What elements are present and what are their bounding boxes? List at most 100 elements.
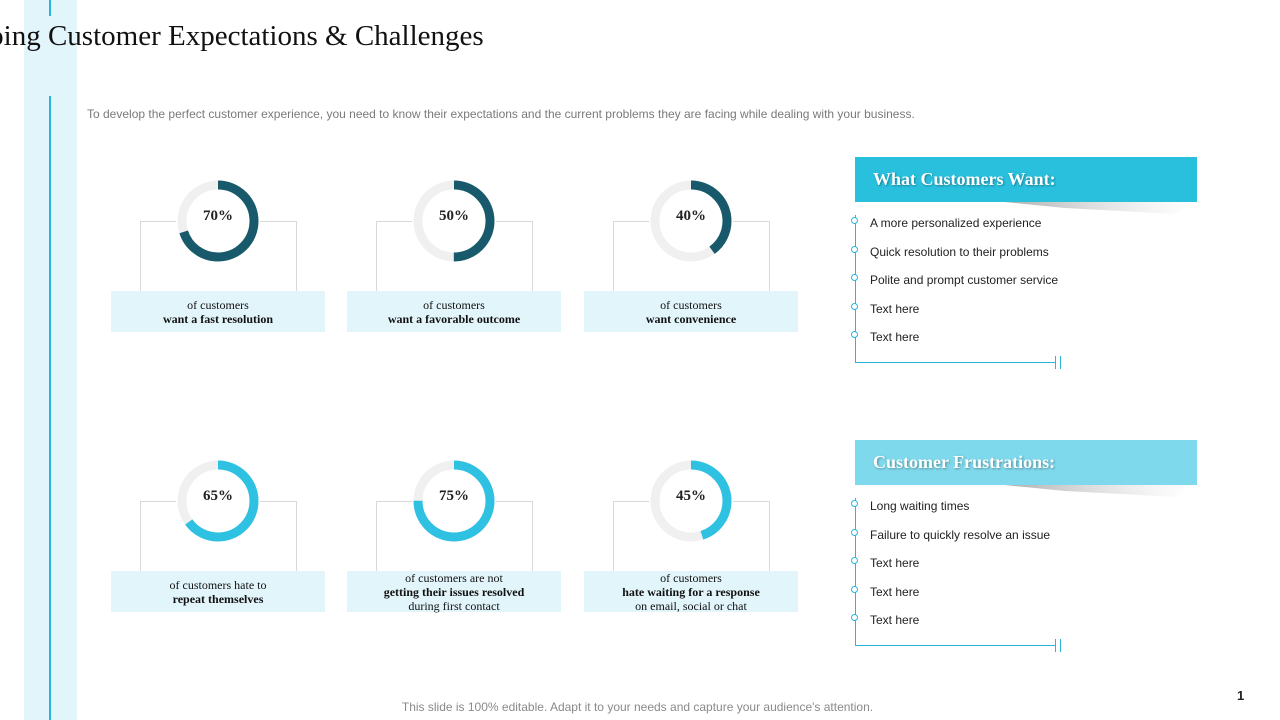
- stat-label-line2: want a favorable outcome: [387, 311, 521, 326]
- stat-label-line2: repeat themselves: [172, 591, 264, 606]
- bullet-dot: [851, 331, 858, 338]
- stat-label-line3: on email, social or chat: [635, 598, 747, 613]
- donut-svg: [650, 180, 732, 262]
- donut-svg: [177, 460, 259, 542]
- wants-panel-title: What Customers Want:: [855, 157, 1197, 202]
- wants-list: A more personalized experience Quick res…: [851, 215, 1197, 358]
- stat-label-line2: hate waiting for a response: [622, 584, 760, 599]
- donut-chart: [176, 459, 260, 543]
- panel-tick: [1060, 356, 1061, 369]
- bullet-dot: [851, 217, 858, 224]
- panel-tick: [1060, 639, 1061, 652]
- stat-percent: 65%: [203, 488, 233, 504]
- panel-connector-line: [855, 215, 856, 362]
- stat-label: of customers hate to repeat themselves: [111, 571, 325, 612]
- donut-chart: [649, 179, 733, 263]
- left-accent-line-top: [49, 0, 51, 16]
- stat-label: of customers want a favorable outcome: [347, 291, 561, 332]
- list-item: Text here: [851, 555, 1197, 584]
- donut-chart: [649, 459, 733, 543]
- bullet-dot: [851, 245, 858, 253]
- bullet-dot: [851, 528, 858, 536]
- bullet-dot: [851, 274, 858, 281]
- bullet-dot: [851, 557, 858, 564]
- stat-label-line1: of customers: [187, 297, 249, 312]
- panel-shadow: [1005, 485, 1195, 497]
- stat-label-line1: of customers: [660, 570, 722, 585]
- title-area: Mapping Customer Expectations & Challeng…: [0, 14, 560, 94]
- frustrations-panel-title: Customer Frustrations:: [855, 440, 1197, 485]
- stat-label-line1: of customers: [423, 297, 485, 312]
- panel-base-line: [855, 362, 1055, 363]
- stat-percent: 70%: [203, 208, 233, 224]
- stat-label: of customers are not getting their issue…: [347, 570, 561, 613]
- stat-percent: 45%: [676, 488, 706, 504]
- stat-card: 70% of customers want a fast resolution: [111, 179, 325, 339]
- list-item-text: A more personalized experience: [870, 216, 1042, 230]
- stat-label-line2: want a fast resolution: [162, 311, 274, 326]
- stat-card: 50% of customers want a favorable outcom…: [347, 179, 561, 339]
- bullet-dot: [851, 500, 858, 507]
- list-item-text: Text here: [870, 613, 920, 627]
- stat-label: of customers want a fast resolution: [111, 291, 325, 332]
- list-item: Text here: [851, 584, 1197, 613]
- list-item: Failure to quickly resolve an issue: [851, 527, 1197, 556]
- list-item: Text here: [851, 612, 1197, 641]
- stat-percent: 75%: [439, 488, 469, 504]
- bullet-dot: [851, 614, 858, 621]
- panel-tick: [1055, 639, 1056, 652]
- panel-tick: [1055, 356, 1056, 369]
- stat-label: of customers want convenience: [584, 291, 798, 332]
- stat-label-line2: getting their issues resolved: [383, 584, 525, 599]
- list-item-text: Long waiting times: [870, 499, 970, 513]
- stat-card: 40% of customers want convenience: [584, 179, 798, 339]
- donut-arc: [650, 460, 732, 542]
- stat-card: 75% of customers are not getting their i…: [347, 459, 561, 619]
- stat-label-line2: want convenience: [645, 311, 737, 326]
- bullet-dot: [851, 585, 858, 593]
- stat-percent: 50%: [439, 208, 469, 224]
- list-item: Quick resolution to their problems: [851, 244, 1197, 273]
- donut-chart: [412, 179, 496, 263]
- panel-shadow: [1005, 202, 1195, 214]
- list-item-text: Text here: [870, 584, 920, 599]
- donut-arc: [177, 180, 259, 262]
- list-item-text: Failure to quickly resolve an issue: [870, 527, 1051, 542]
- stat-label-line1: of customers: [660, 297, 722, 312]
- stat-card: 65% of customers hate to repeat themselv…: [111, 459, 325, 619]
- donut-arc: [650, 180, 732, 262]
- panel-base-line: [855, 645, 1055, 646]
- donut-svg: [413, 460, 495, 542]
- stat-label-line1: of customers are not: [405, 570, 503, 585]
- list-item-text: Text here: [870, 556, 920, 570]
- donut-arc: [413, 460, 495, 542]
- donut-chart: [412, 459, 496, 543]
- donut-arc: [177, 460, 259, 542]
- stat-label: of customers hate waiting for a response…: [584, 570, 798, 613]
- footer-note: This slide is 100% editable. Adapt it to…: [401, 700, 874, 714]
- donut-svg: [650, 460, 732, 542]
- stat-label-line3: during first contact: [408, 598, 500, 613]
- list-item-text: Polite and prompt customer service: [870, 273, 1059, 287]
- panel-connector-line: [855, 498, 856, 645]
- list-item: A more personalized experience: [851, 215, 1197, 244]
- donut-arc: [413, 180, 495, 262]
- left-accent-line: [49, 96, 51, 720]
- donut-svg: [413, 180, 495, 262]
- donut-svg: [177, 180, 259, 262]
- list-item-text: Text here: [870, 330, 920, 344]
- list-item-text: Text here: [870, 301, 920, 316]
- list-item: Text here: [851, 301, 1197, 330]
- list-item: Polite and prompt customer service: [851, 272, 1197, 301]
- page-subtitle: To develop the perfect customer experien…: [87, 107, 915, 121]
- list-item: Text here: [851, 329, 1197, 358]
- stat-percent: 40%: [676, 208, 706, 224]
- page-number: 1: [1237, 688, 1245, 703]
- stat-card: 45% of customers hate waiting for a resp…: [584, 459, 798, 619]
- donut-chart: [176, 179, 260, 263]
- list-item-text: Quick resolution to their problems: [870, 244, 1049, 259]
- stat-label-line1: of customers hate to: [169, 577, 267, 592]
- page-title: Mapping Customer Expectations & Challeng…: [0, 20, 484, 52]
- bullet-dot: [851, 302, 858, 310]
- list-item: Long waiting times: [851, 498, 1197, 527]
